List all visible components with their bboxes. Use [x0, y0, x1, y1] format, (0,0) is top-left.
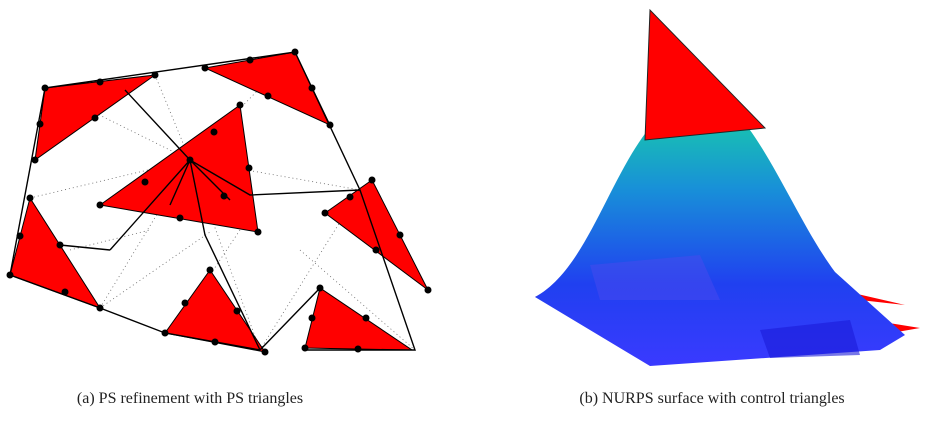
point — [142, 179, 149, 186]
point — [327, 122, 334, 129]
point — [322, 210, 329, 217]
control-triangle — [645, 10, 765, 140]
subfigure-a: (a) PS refinement with PS triangles — [7, 49, 432, 408]
point — [7, 272, 14, 279]
ps-triangle — [100, 105, 258, 232]
point — [247, 57, 254, 64]
point — [221, 193, 228, 200]
point — [92, 115, 99, 122]
point — [292, 49, 299, 56]
red-triangles — [10, 52, 428, 352]
point — [211, 129, 218, 136]
point — [425, 287, 432, 294]
point — [42, 85, 49, 92]
point — [97, 305, 104, 312]
point — [182, 300, 189, 307]
caption: (b) NURPS surface with control triangles — [579, 390, 844, 407]
page: (a) PS refinement with PS triangles (b) … — [0, 0, 931, 431]
point — [255, 229, 262, 236]
ps-triangle — [325, 180, 428, 290]
caption: (a) PS refinement with PS triangles — [77, 390, 303, 407]
point — [369, 177, 376, 184]
point — [57, 242, 64, 249]
point — [207, 267, 214, 274]
point — [62, 289, 69, 296]
point — [347, 194, 354, 201]
point — [302, 345, 309, 352]
point — [37, 121, 44, 128]
point — [355, 346, 362, 353]
point — [309, 85, 316, 92]
point — [373, 247, 380, 254]
point — [397, 232, 404, 239]
point — [309, 315, 316, 322]
point — [212, 339, 219, 346]
subfigure-b: (b) NURPS surface with control triangles — [535, 10, 920, 407]
point — [152, 72, 159, 79]
point — [262, 349, 269, 356]
point — [237, 102, 244, 109]
point — [97, 79, 104, 86]
point — [27, 195, 34, 202]
point — [317, 285, 324, 292]
point — [32, 157, 39, 164]
point — [363, 315, 370, 322]
point — [234, 308, 241, 315]
point — [17, 233, 24, 240]
ps-triangle — [305, 288, 412, 350]
point — [202, 65, 209, 72]
point — [246, 165, 253, 172]
figure: (a) PS refinement with PS triangles (b) … — [0, 0, 931, 431]
point — [177, 215, 184, 222]
point — [162, 330, 169, 337]
point — [187, 157, 194, 164]
point — [265, 93, 272, 100]
point — [97, 202, 104, 209]
